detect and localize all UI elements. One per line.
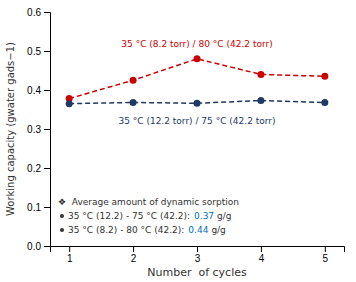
x-tick-mark [133,246,134,252]
averages-unit: g/g [217,211,231,221]
y-tick-label: 0.3 [27,124,41,135]
x-tick-label: 4 [259,253,265,264]
y-tick: 0.6 [27,7,50,18]
y-tick-label: 0.4 [27,85,41,96]
x-tick-label: 1 [67,253,73,264]
chart: 1 2 3 4 5 0.0 0.1 0.2 0.3 0.4 0.5 0.6 Number of cycl… [0,0,356,282]
y-tick-mark [44,246,50,247]
x-axis-line [51,247,345,253]
x-tick: 1 [67,246,73,264]
averages-note: ❖ Average amount of dynamic sorption 35 °… [58,197,239,235]
averages-line: 35 °C (12.2) - 75 °C (42.2): 0.37g/g [68,211,232,221]
y-axis: 0.0 0.1 0.2 0.3 0.4 0.5 0.6 [27,7,50,252]
averages-title: ❖ Average amount of dynamic sorption [58,197,239,207]
y-tick-label: 0.0 [27,241,41,252]
y-axis-line [44,13,51,247]
x-tick-label: 5 [323,253,329,264]
y-tick-mark [44,90,50,91]
y-tick-mark [44,168,50,169]
x-axis: 1 2 3 4 5 [51,246,345,264]
y-tick-mark [44,129,50,130]
series-line [69,59,325,99]
y-tick: 0.0 [27,241,50,252]
x-axis-title: Number of cycles [147,266,247,279]
series-label: 35 °C (12.2 torr) / 75 °C (42.2 torr) [118,116,275,126]
x-tick: 4 [259,246,265,264]
x-tick: 5 [323,246,329,264]
y-tick: 0.3 [27,124,50,135]
y-tick: 0.2 [27,163,50,174]
x-tick: 2 [131,246,137,264]
averages-bullet [60,228,64,232]
averages-value: 0.37 [194,211,214,221]
y-tick-mark [44,207,50,208]
y-tick: 0.5 [27,46,50,57]
y-tick-label: 0.5 [27,46,41,57]
series-point [257,97,264,104]
averages-line: 35 °C (8.2) - 80 °C (42.2): 0.44g/g [68,225,226,235]
x-tick-mark [261,246,262,252]
x-tick-mark [69,246,70,252]
averages-value: 0.44 [188,225,208,235]
y-tick-label: 0.1 [27,202,41,213]
y-tick-mark [44,51,50,52]
series-point [321,99,328,106]
y-tick: 0.4 [27,85,50,96]
series-point [194,55,201,62]
averages-unit: g/g [211,225,225,235]
x-tick-label: 3 [195,253,201,264]
y-axis-title: Working capacity (gwater gads−1) [5,42,16,216]
y-tick: 0.1 [27,202,50,213]
averages-bullet [60,214,64,218]
y-tick-label: 0.2 [27,163,41,174]
x-tick: 3 [195,246,201,264]
x-tick-mark [197,246,198,252]
series-point [130,99,137,106]
series-point [321,73,328,80]
series-point [130,77,137,84]
series-point [257,71,264,78]
x-tick-mark [325,246,326,252]
series-point [194,100,201,107]
y-tick-label: 0.6 [27,7,41,18]
plot: 1 2 3 4 5 0.0 0.1 0.2 0.3 0.4 0.5 0.6 Number of cycl… [5,7,345,279]
series-label: 35 °C (8.2 torr) / 80 °C (42.2 torr) [121,39,272,49]
averages-label: 35 °C (8.2) - 80 °C (42.2): [68,225,184,235]
x-tick-label: 2 [131,253,137,264]
averages-label: 35 °C (12.2) - 75 °C (42.2): [68,211,190,221]
marks [66,55,329,107]
y-tick-mark [44,12,50,13]
series-point [66,100,73,107]
